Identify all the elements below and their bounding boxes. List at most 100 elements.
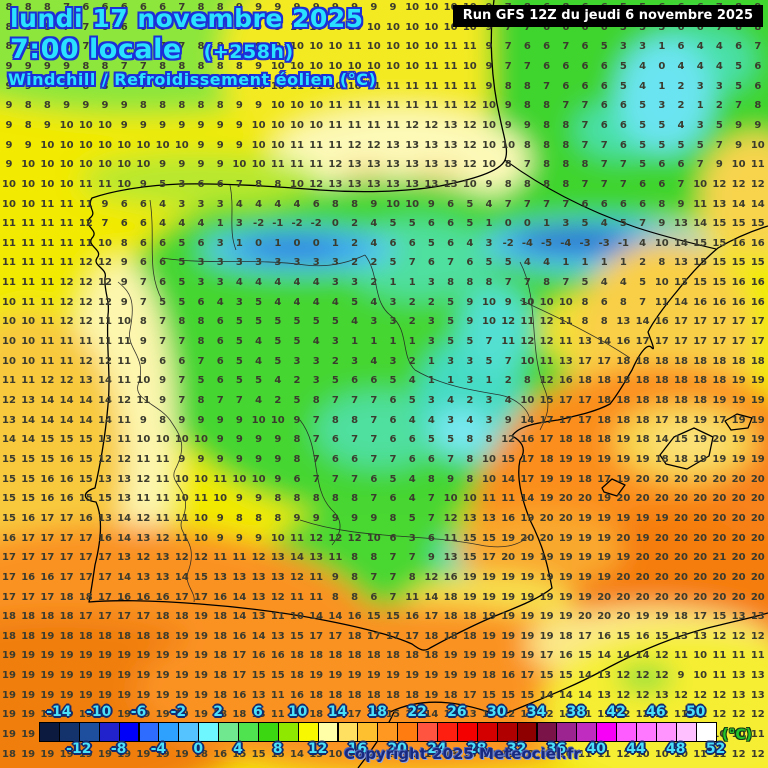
grid-value: 12 bbox=[136, 473, 151, 485]
grid-value: 8 bbox=[466, 453, 474, 465]
grid-value: 19 bbox=[78, 748, 93, 760]
grid-value: 10 bbox=[98, 159, 112, 171]
grid-value: 8 bbox=[504, 178, 512, 190]
grid-value: 7 bbox=[504, 355, 512, 367]
grid-value: 6 bbox=[600, 80, 608, 92]
grid-value: 5 bbox=[389, 375, 397, 387]
grid-value: 14 bbox=[232, 591, 247, 603]
grid-value: 8 bbox=[658, 198, 666, 210]
grid-value: 16 bbox=[136, 591, 151, 603]
grid-value: 7 bbox=[178, 21, 186, 33]
grid-value: 19 bbox=[597, 552, 612, 564]
grid-value: 8 bbox=[331, 493, 339, 505]
grid-value: 6 bbox=[216, 316, 224, 328]
grid-value: 16 bbox=[712, 296, 727, 308]
grid-value: 13 bbox=[98, 473, 112, 485]
grid-value: 8 bbox=[754, 21, 762, 33]
grid-value: 12 bbox=[78, 257, 93, 269]
grid-value: 10 bbox=[693, 650, 708, 662]
grid-value: 18 bbox=[578, 375, 592, 387]
grid-value: 11 bbox=[78, 336, 93, 348]
grid-value: 10 bbox=[309, 41, 324, 53]
grid-value: 12 bbox=[251, 552, 266, 564]
grid-value: 14 bbox=[616, 650, 631, 662]
scale-cell bbox=[337, 722, 359, 742]
grid-value: 7 bbox=[562, 277, 570, 289]
scale-tick-bottom: 4 bbox=[233, 741, 243, 757]
grid-value: 10 bbox=[174, 434, 189, 446]
grid-value: 9 bbox=[120, 296, 128, 308]
grid-value: 11 bbox=[21, 375, 36, 387]
grid-value: 5 bbox=[235, 355, 243, 367]
grid-value: 17 bbox=[309, 630, 324, 642]
grid-value: 13 bbox=[558, 355, 573, 367]
grid-value: 6 bbox=[216, 178, 224, 190]
scale-tick-top: -2 bbox=[170, 704, 187, 720]
grid-value: 17 bbox=[712, 316, 727, 328]
grid-value: 6 bbox=[619, 198, 627, 210]
grid-value: 19 bbox=[693, 414, 708, 426]
region-borders bbox=[117, 184, 631, 603]
grid-value: 8 bbox=[178, 316, 186, 328]
grid-value: 11 bbox=[117, 336, 132, 348]
grid-value: 10 bbox=[290, 21, 304, 33]
scale-cell bbox=[377, 722, 399, 742]
grid-value: 9 bbox=[235, 532, 243, 544]
grid-value: 13 bbox=[251, 689, 266, 701]
grid-value: 15 bbox=[366, 709, 381, 721]
grid-value: 20 bbox=[731, 571, 746, 583]
grid-value: 11 bbox=[59, 336, 74, 348]
grid-value: 10 bbox=[232, 473, 247, 485]
grid-value: 3 bbox=[293, 257, 301, 269]
grid-value: 19 bbox=[482, 630, 496, 642]
grid-value: 9 bbox=[370, 198, 378, 210]
grid-value: 17 bbox=[21, 552, 36, 564]
grid-value: 10 bbox=[462, 21, 477, 33]
grid-value: 11 bbox=[21, 237, 36, 249]
grid-value: 9 bbox=[63, 100, 71, 112]
grid-value: 18 bbox=[750, 355, 765, 367]
grid-value: 12 bbox=[616, 670, 631, 682]
grid-value: 4 bbox=[255, 355, 263, 367]
grid-value: 12 bbox=[635, 709, 650, 721]
grid-value: 11 bbox=[712, 670, 727, 682]
scale-tick-top: 2 bbox=[213, 704, 223, 720]
grid-value: 18 bbox=[213, 670, 228, 682]
grid-value: 3 bbox=[312, 375, 320, 387]
grid-value: 19 bbox=[155, 650, 170, 662]
grid-value: 18 bbox=[2, 611, 16, 623]
grid-value: 7 bbox=[63, 21, 71, 33]
grid-value: 8 bbox=[543, 159, 551, 171]
grid-value: 11 bbox=[750, 729, 765, 741]
grid-value: 7 bbox=[523, 21, 531, 33]
grid-value: 5 bbox=[235, 316, 243, 328]
grid-value: 5 bbox=[408, 218, 416, 230]
grid-value: 17 bbox=[2, 591, 16, 603]
grid-value: 11 bbox=[578, 748, 592, 760]
grid-value: 19 bbox=[136, 670, 151, 682]
grid-value: 13 bbox=[251, 571, 266, 583]
grid-value: 19 bbox=[750, 453, 765, 465]
grid-value: 5 bbox=[715, 119, 723, 131]
grid-value: -1 bbox=[272, 218, 284, 230]
grid-value: 14 bbox=[693, 218, 708, 230]
grid-value: 9 bbox=[178, 414, 186, 426]
grid-value: 19 bbox=[366, 670, 381, 682]
grid-value: 11 bbox=[424, 80, 439, 92]
scale-tick-bottom: 28 bbox=[467, 741, 487, 757]
grid-value: 8 bbox=[159, 414, 167, 426]
grid-value: 7 bbox=[639, 218, 647, 230]
grid-value: 8 bbox=[312, 493, 320, 505]
grid-value: 18 bbox=[674, 453, 688, 465]
grid-value: 18 bbox=[328, 650, 343, 662]
grid-value: 11 bbox=[59, 355, 74, 367]
grid-value: 7 bbox=[370, 414, 378, 426]
grid-value: 11 bbox=[712, 748, 727, 760]
unit-label: (°C) bbox=[722, 727, 753, 743]
scale-tick-bottom: 0 bbox=[193, 741, 204, 757]
scale-cell bbox=[695, 722, 717, 742]
grid-value: 11 bbox=[174, 532, 189, 544]
grid-value: 7 bbox=[619, 178, 627, 190]
grid-value: 12 bbox=[674, 689, 688, 701]
grid-value: 18 bbox=[712, 355, 727, 367]
